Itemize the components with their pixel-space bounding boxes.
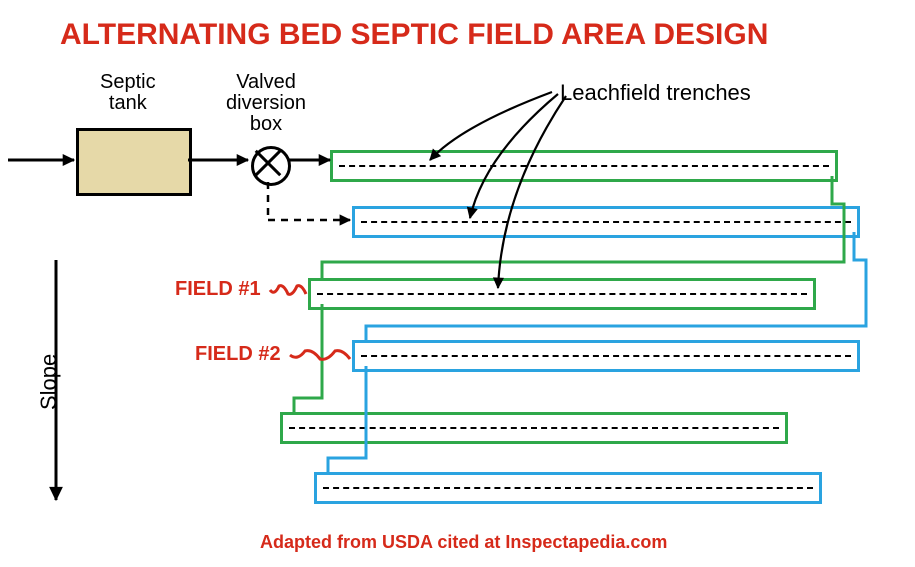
field-1-label: FIELD #1 xyxy=(175,278,261,301)
footer-credit: Adapted from USDA cited at Inspectapedia… xyxy=(260,532,667,553)
septic-tank xyxy=(76,128,192,196)
trench-centerline xyxy=(361,221,851,223)
leachfield-label: Leachfield trenches xyxy=(560,80,751,106)
main-title: ALTERNATING BED SEPTIC FIELD AREA DESIGN xyxy=(60,18,768,52)
leachfield-trench xyxy=(330,150,838,182)
diagram-canvas: ALTERNATING BED SEPTIC FIELD AREA DESIGN… xyxy=(0,0,915,567)
valve-box-label: Valved diversion box xyxy=(226,72,306,135)
leachfield-trench xyxy=(308,278,816,310)
trench-centerline xyxy=(317,293,807,295)
trench-centerline xyxy=(323,487,813,489)
septic-tank-label-line2: tank xyxy=(100,93,156,114)
leachfield-trench xyxy=(352,206,860,238)
trench-centerline xyxy=(361,355,851,357)
trench-centerline xyxy=(339,165,829,167)
valve-box-label-line2: diversion xyxy=(226,93,306,114)
valve-box-label-line1: Valved xyxy=(226,72,306,93)
leachfield-trench xyxy=(280,412,788,444)
valve-diversion-box xyxy=(251,146,291,186)
valve-box-label-line3: box xyxy=(226,114,306,135)
leachfield-trench xyxy=(314,472,822,504)
septic-tank-label: Septic tank xyxy=(100,72,156,114)
slope-label: Slope xyxy=(36,354,62,410)
septic-tank-label-line1: Septic xyxy=(100,72,156,93)
trench-centerline xyxy=(289,427,779,429)
field-2-label: FIELD #2 xyxy=(195,343,281,366)
leachfield-trench xyxy=(352,340,860,372)
